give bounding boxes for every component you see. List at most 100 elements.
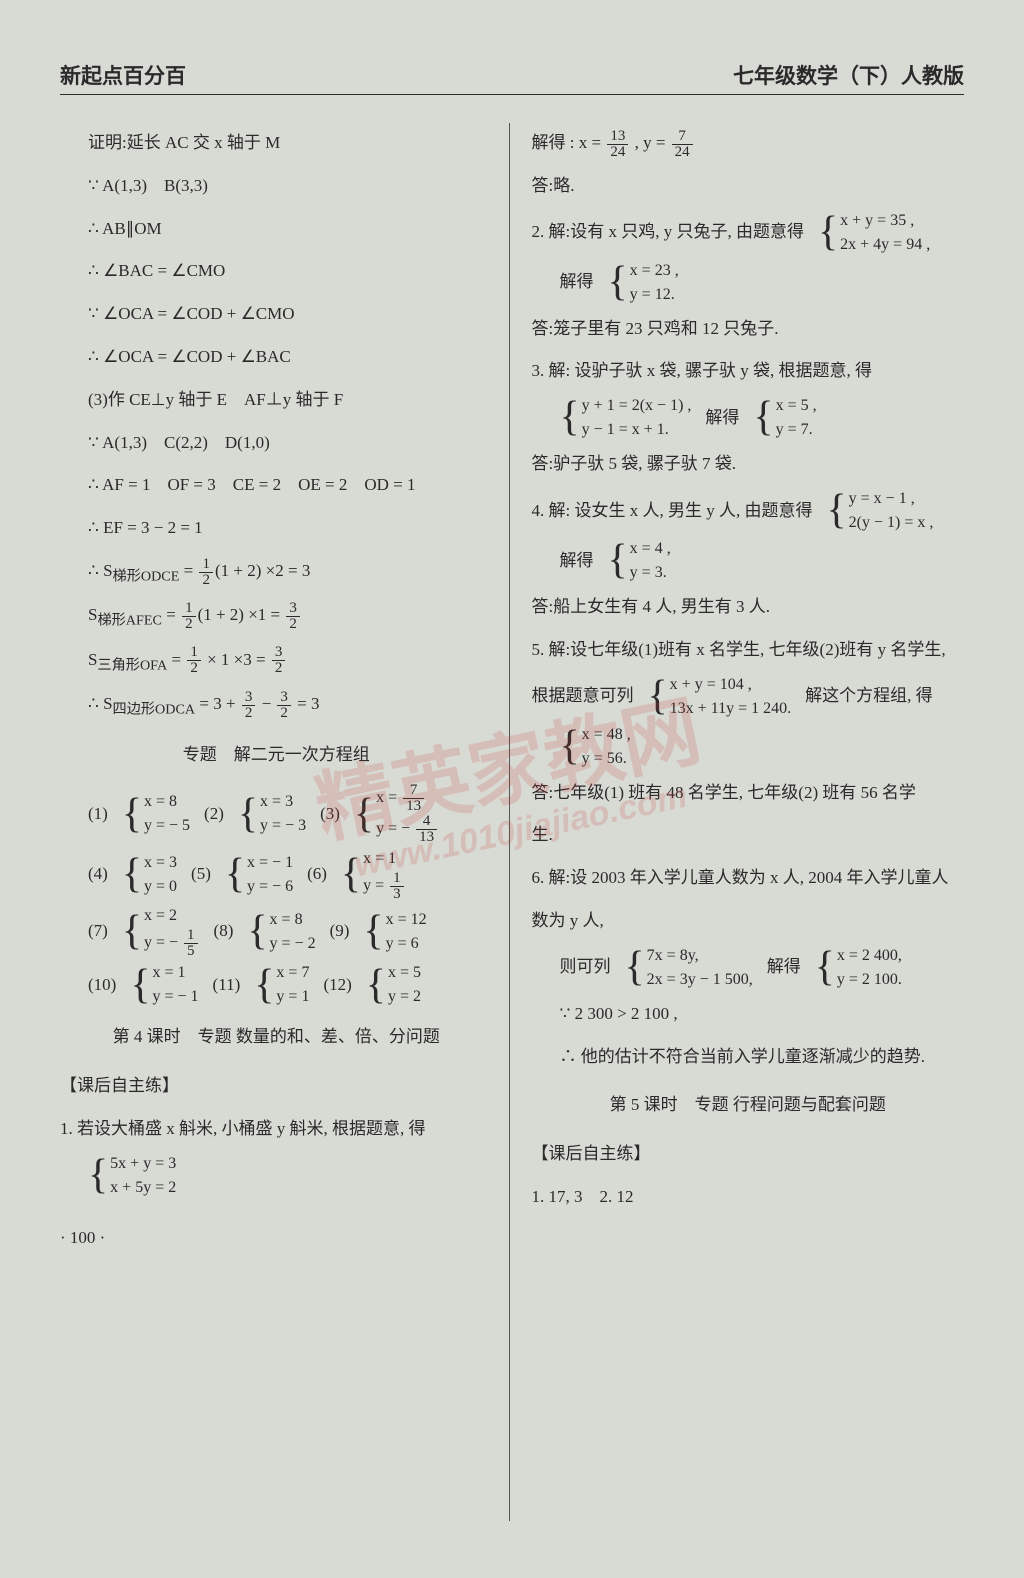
system: {y = x − 1 ,2(y − 1) = x , [826,487,933,535]
text: = [167,650,185,669]
system: {x = 2 400,y = 2 100. [815,944,902,992]
item-label: (9) [330,911,350,952]
numerator: 3 [277,690,291,706]
denominator: 2 [277,706,291,721]
numerator: 3 [242,690,256,706]
answer-row: (7) { x = 2 y = − 15 (8) {x = 8y = − 2 (… [60,904,493,959]
left-column: 证明:延长 AC 交 x 轴于 M ∵ A(1,3) B(3,3) ∴ AB∥O… [60,123,509,1521]
brace-icon: { [826,496,846,525]
system: { x = 1 y = 13 [341,847,406,902]
fraction: 15 [184,928,198,959]
system: {y + 1 = 2(x − 1) ,y − 1 = x + 1. [560,394,692,442]
denominator: 24 [672,145,693,160]
answer-row: 解得 {x = 4 ,y = 3. [532,537,965,585]
denominator: 2 [199,573,213,588]
text-line: ∴ ∠OCA = ∠COD + ∠BAC [60,337,493,378]
fraction: 724 [672,129,693,160]
denominator: 2 [187,661,201,676]
text-line: 生. [532,815,965,856]
answer-row: (1) {x = 8y = − 5 (2) {x = 3y = − 3 (3) … [60,783,493,845]
system: {x = 5 ,y = 7. [753,394,816,442]
eq: y = − 15 [144,928,200,959]
numerator: 13 [607,129,628,145]
fraction: 12 [182,601,196,632]
fraction: 413 [416,814,437,845]
answer-row: 解得 {x = 23 ,y = 12. [532,259,965,307]
brace-icon: { [560,732,580,761]
text: = 3 [293,694,320,713]
eq: x = 7 [276,961,309,985]
system: {x = 23 ,y = 12. [608,259,679,307]
eq: y = 7. [776,418,817,442]
subscript: 四边形ODCA [113,702,196,718]
brace-icon: { [608,268,628,297]
fraction: 32 [286,601,300,632]
text-line: ∵ 2 300 > 2 100 , [532,994,965,1035]
system: {x = 4 ,y = 3. [608,537,671,585]
fraction: 32 [272,645,286,676]
eq: y = 0 [144,875,177,899]
text: y = − [144,935,182,952]
numerator: 1 [184,928,198,944]
eq: y = − 413 [376,814,439,845]
text-line: (3)作 CE⊥y 轴于 E AF⊥y 轴于 F [60,380,493,421]
question-row: 4. 解: 设女生 x 人, 男生 y 人, 由题意得 {y = x − 1 ,… [532,487,965,535]
text: 2. 解:设有 x 只鸡, y 只兔子, 由题意得 [532,212,804,253]
eq: y = − 2 [270,932,316,956]
answer-row: {y + 1 = 2(x − 1) ,y − 1 = x + 1. 解得 {x … [532,394,965,442]
eq: y = 56. [582,747,631,771]
denominator: 2 [182,617,196,632]
page-header: 新起点百分百 七年级数学（下）人教版 [60,60,964,95]
item-label: (7) [88,911,108,952]
brace-icon: { [560,403,580,432]
eq: x = 713 [376,783,439,814]
text-line: 数为 y 人, [532,901,965,942]
text: y = − [376,821,414,838]
text-line: 答:笼子里有 23 只鸡和 12 只兔子. [532,309,965,350]
question-text: 1. 若设大桶盛 x 斛米, 小桶盛 y 斛米, 根据题意, 得 [60,1109,493,1150]
system: {x = − 1y = − 6 [225,851,293,899]
text: 解得 [560,262,594,303]
system: {x = 8y = − 2 [247,908,315,956]
item-label: (4) [88,854,108,895]
fraction: 13 [390,871,404,902]
fraction: 713 [403,783,424,814]
brace-icon: { [815,953,835,982]
text: (1 + 2) ×1 = [198,605,285,624]
fraction: 32 [242,690,256,721]
brace-icon: { [354,800,374,829]
eq: y + 1 = 2(x − 1) , [582,394,692,418]
text: (1 + 2) ×2 = 3 [215,561,310,580]
eq: y = 3. [630,561,671,585]
formula-line: S三角形OFA = 12 × 1 ×3 = 32 [60,640,493,682]
denominator: 2 [242,706,256,721]
item-label: (6) [307,854,327,895]
item-label: (5) [191,854,211,895]
text: ∴ S [88,561,113,580]
eq: x = − 1 [247,851,293,875]
numerator: 1 [187,645,201,661]
subheading: 【课后自主练】 [60,1066,493,1107]
answer-row: {x = 48 ,y = 56. [532,723,965,771]
item-label: (2) [204,794,224,835]
text: , y = [630,133,669,152]
section-heading: 第 5 课时 专题 行程问题与配套问题 [532,1085,965,1126]
text: 解得 [705,398,739,439]
text: = 3 + [195,694,240,713]
eq: x = 3 [260,790,306,814]
text-line: ∵ A(1,3) B(3,3) [60,166,493,207]
eq: y = − 1 [153,985,199,1009]
header-right-title: 七年级数学（下）人教版 [733,60,964,90]
text-line: ∴ AB∥OM [60,209,493,250]
eq: y = − 5 [144,814,190,838]
text-line: ∴ EF = 3 − 2 = 1 [60,508,493,549]
eq: y = 2 [388,985,421,1009]
eq: x = 48 , [582,723,631,747]
system: { x = 713 y = − 413 [354,783,439,845]
item-label: (3) [320,794,340,835]
text: y = [363,878,388,895]
text-line: ∵ ∠OCA = ∠COD + ∠CMO [60,294,493,335]
text: 则可列 [560,947,611,988]
item-label: (11) [213,965,241,1006]
formula-line: ∴ S四边形ODCA = 3 + 32 − 32 = 3 [60,684,493,726]
